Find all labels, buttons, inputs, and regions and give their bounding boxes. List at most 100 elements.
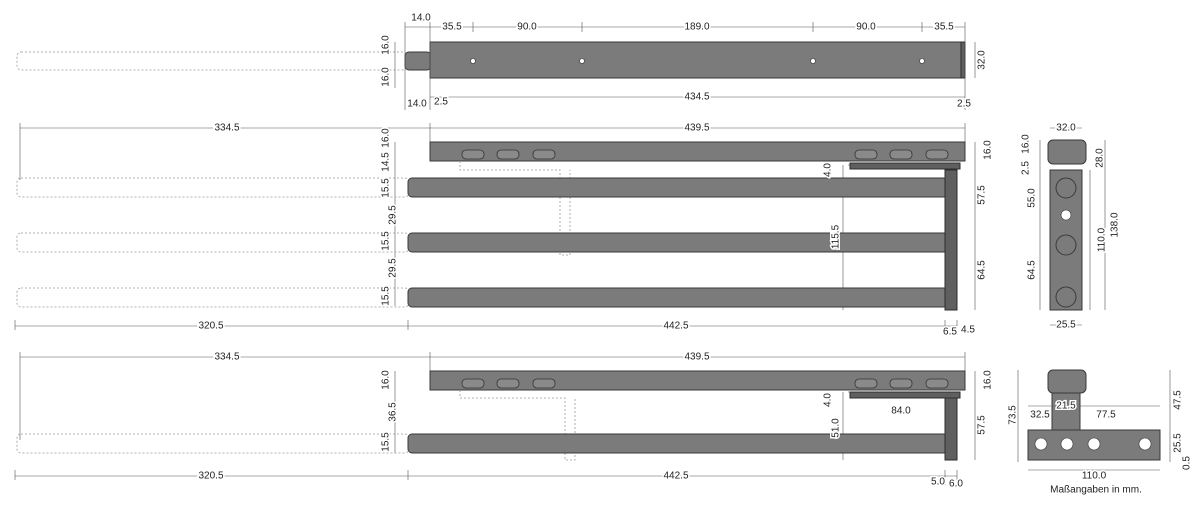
dimension-label: 6.0 [949,479,963,490]
dimension-label: 29.5 [388,205,399,225]
hole [470,58,476,64]
dimension-label: 35.5 [934,22,954,33]
end-cap [960,41,966,79]
dimension-label: 334.5 [214,352,239,363]
dimension-label: 15.5 [381,432,392,452]
dimension-label: 4.5 [961,325,975,336]
dimension-label: 442.5 [663,321,688,332]
dimension-label: 35.5 [442,22,462,33]
dimension-label: 29.5 [388,258,399,278]
extended-rod [16,287,410,308]
dimension-label: 47.5 [1173,390,1184,410]
dimension-label: 4.0 [823,393,834,407]
dimension-lines [14,352,976,485]
single-view [14,352,976,485]
dimension-label: 16.0 [381,35,392,55]
dimension-label: 32.0 [1056,123,1076,134]
dimension-lines [1017,370,1171,471]
hole [579,58,585,64]
extended-rod [16,232,410,253]
dimension-label: 15.5 [381,286,392,306]
dimension-label: 0.5 [1182,456,1193,470]
dimension-label: 4.0 [823,163,834,177]
dimension-label: 16.0 [983,370,994,390]
dimension-label: 32.0 [977,50,988,70]
dimension-label: 28.0 [1095,148,1106,168]
cap [1047,369,1087,394]
dimension-label: 55.0 [1027,188,1038,208]
dimension-label: 16.0 [983,140,994,160]
slide [849,162,961,170]
roller [925,149,949,160]
screw [1060,209,1072,221]
dimension-label: 90.0 [856,22,876,33]
dimension-label: 36.5 [388,402,399,422]
bracket [944,397,958,461]
roller [889,149,913,160]
rod [404,51,432,71]
roller [889,378,913,389]
roller [532,378,556,389]
dimension-label: 334.5 [214,123,239,134]
dimension-label: 84.0 [891,406,911,417]
side-view [1039,127,1106,326]
extended-rod [16,433,410,454]
dimension-label: 15.5 [381,178,392,198]
rod [407,232,949,253]
dimension-label: 320.5 [198,321,223,332]
dimension-label: 2.5 [957,99,971,110]
dimension-label: 14.0 [411,13,431,24]
roller [461,149,485,160]
dimension-label: 2.5 [434,97,448,108]
dimension-label: 16.0 [381,128,392,148]
stem [1051,392,1081,431]
triple-view [14,123,976,335]
roller [461,378,485,389]
dimension-lines [1039,127,1106,326]
screw [1060,437,1074,451]
dimension-label: 110.0 [1082,471,1107,482]
dimension-label: 15.5 [381,231,392,251]
hole [810,58,816,64]
rod [407,177,949,198]
dimension-label: 110.0 [1097,227,1108,252]
dimension-label: 77.5 [1096,410,1116,421]
screw [1087,437,1101,451]
dimension-label: 14.0 [407,99,427,110]
roller [1055,177,1077,199]
rail [429,141,966,162]
dimension-label: 138.0 [1110,212,1121,237]
dimension-label: 439.5 [684,352,709,363]
dimension-label: 439.5 [684,123,709,134]
roller [854,149,878,160]
dimension-label: 21.5 [1056,401,1076,412]
dimension-label: 320.5 [198,471,223,482]
roller [496,149,520,160]
roller [1055,286,1077,308]
dimension-label: 2.5 [1021,161,1032,175]
dimension-label: 51.0 [831,418,842,438]
dimension-label: 32.5 [1030,410,1050,421]
top-view [16,22,976,110]
dimension-label: 16.0 [381,370,392,390]
dimension-label: 57.5 [977,185,988,205]
dimension-label: 14.5 [381,152,392,172]
rod [407,433,949,454]
dimension-label: 90.0 [517,22,537,33]
bracket-view [1017,369,1171,471]
dimension-label: 442.5 [663,471,688,482]
dimension-label: 5.0 [931,477,945,488]
dimension-label: 6.5 [943,327,957,338]
extended-rod [16,51,408,71]
hidden-bracket [459,390,576,461]
dimension-lines [394,22,976,110]
bracket [944,169,958,311]
rail [429,41,966,79]
rod [407,287,949,308]
cap [1047,139,1087,165]
roller [1055,234,1077,256]
roller [532,149,556,160]
dimension-label: 57.5 [977,415,988,435]
dimension-label: 16.0 [1021,134,1032,154]
rail [429,370,966,391]
